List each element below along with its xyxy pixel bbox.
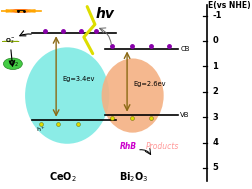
- Ellipse shape: [4, 58, 22, 70]
- Text: RhB: RhB: [119, 142, 136, 151]
- Text: VB: VB: [180, 112, 189, 118]
- Polygon shape: [2, 41, 19, 42]
- Ellipse shape: [25, 47, 109, 144]
- Text: 0: 0: [212, 36, 217, 45]
- Text: -1: -1: [212, 11, 221, 20]
- Text: 4: 4: [212, 138, 217, 147]
- Text: Eg=3.4ev: Eg=3.4ev: [62, 76, 95, 82]
- Text: O$_2^-$: O$_2^-$: [5, 37, 16, 46]
- Text: h$^+$: h$^+$: [36, 125, 46, 134]
- Text: CeO$_2$: CeO$_2$: [49, 170, 76, 184]
- Text: O$_2$: O$_2$: [8, 59, 18, 69]
- Text: CB: CB: [180, 46, 189, 52]
- Text: Eg=2.6ev: Eg=2.6ev: [133, 81, 166, 87]
- Text: E(vs NHE): E(vs NHE): [207, 1, 250, 10]
- Text: 1: 1: [212, 62, 217, 71]
- Text: 3: 3: [212, 113, 217, 122]
- Text: Products: Products: [145, 142, 178, 151]
- Ellipse shape: [101, 58, 163, 133]
- Circle shape: [8, 9, 33, 12]
- Text: 5: 5: [212, 163, 217, 173]
- Text: hv: hv: [95, 7, 114, 21]
- Text: Bi$_2$O$_3$: Bi$_2$O$_3$: [118, 170, 148, 184]
- Text: 2: 2: [212, 87, 217, 96]
